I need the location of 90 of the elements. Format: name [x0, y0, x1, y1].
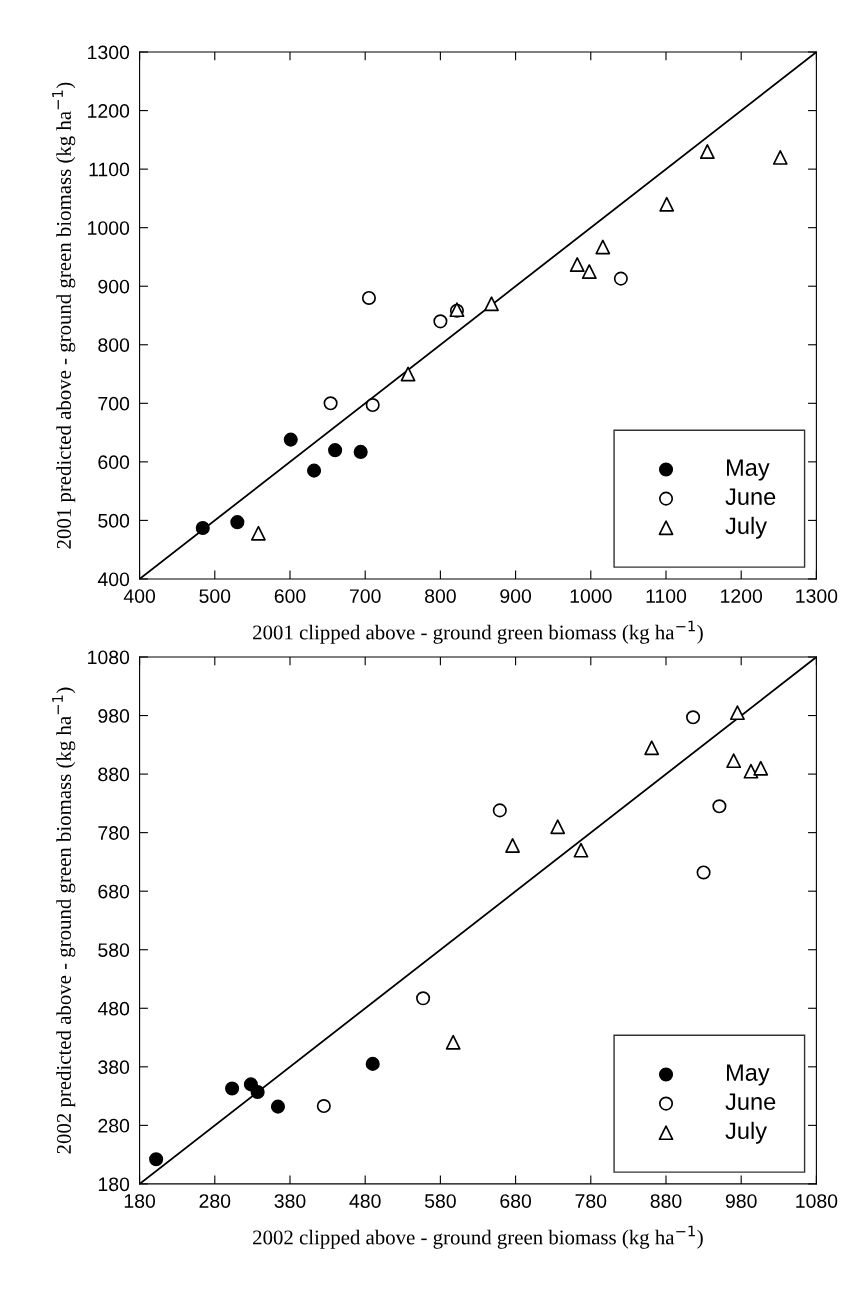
y-tick-label: 680 — [98, 884, 130, 899]
x-tick-label: 180 — [124, 1194, 156, 1208]
point — [613, 271, 628, 286]
point — [484, 296, 499, 312]
legend-label: May — [726, 1064, 770, 1086]
point — [307, 463, 322, 478]
point — [696, 865, 711, 880]
y-tick-label: 1000 — [88, 221, 130, 235]
x-tick-label: 700 — [349, 589, 381, 603]
y-tick-label: 1200 — [88, 104, 130, 118]
point — [581, 264, 597, 280]
x-axis-title: 2002 clipped above - ground green biomass (kg ha$^{−1}$) — [253, 1225, 703, 1249]
point — [353, 444, 368, 459]
point — [270, 1099, 286, 1114]
x-tick-label: 580 — [424, 1194, 456, 1208]
y-tick-label: 1080 — [88, 650, 130, 665]
x-tick-label: 380 — [274, 1194, 306, 1208]
point — [505, 838, 521, 853]
y-tick-label: 900 — [98, 279, 130, 294]
x-tick-label: 680 — [500, 1194, 532, 1208]
y-tick-label: 180 — [98, 1177, 130, 1192]
point — [328, 443, 343, 458]
point — [365, 398, 380, 413]
point — [250, 1084, 265, 1100]
x-tick-label: 600 — [274, 589, 306, 603]
x-tick-label: 500 — [199, 589, 231, 603]
x-axis-title: 2001 clipped above - ground green biomass (kg ha$^{−1}$) — [253, 620, 703, 644]
x-tick-label: 480 — [349, 1194, 381, 1208]
point — [712, 799, 727, 814]
legend-label: July — [725, 1121, 767, 1144]
y-tick-label: 700 — [98, 396, 130, 411]
point — [283, 432, 298, 447]
point — [550, 819, 566, 835]
point — [416, 991, 431, 1006]
point — [492, 803, 507, 818]
point — [699, 144, 715, 159]
y-tick-label: 500 — [98, 513, 130, 528]
point — [316, 1098, 331, 1114]
y-tick-label: 800 — [98, 338, 130, 352]
legend-label: July — [725, 516, 767, 539]
x-tick-label: 1080 — [796, 1194, 838, 1208]
x-tick-label: 1100 — [646, 589, 687, 603]
point — [644, 740, 660, 756]
legend-label: May — [726, 459, 770, 481]
y-tick-label: 380 — [98, 1060, 130, 1075]
y-tick-label: 280 — [98, 1118, 130, 1133]
x-tick-label: 280 — [199, 1194, 231, 1208]
x-tick-label: 780 — [575, 1194, 607, 1208]
point — [230, 515, 245, 530]
y-tick-label: 480 — [97, 1001, 130, 1016]
y-axis-title: 2002 predicted above - ground green biomass (kg ha$^{−1}$) — [52, 687, 76, 1154]
y-tick-label: 1100 — [89, 162, 130, 177]
point — [726, 753, 742, 769]
y-tick-label: 980 — [98, 709, 130, 723]
y-tick-label: 1300 — [88, 45, 130, 60]
point — [772, 149, 788, 165]
point — [361, 290, 376, 305]
point — [569, 257, 585, 272]
x-tick-label: 1000 — [570, 589, 612, 603]
point — [365, 1056, 380, 1071]
point — [686, 710, 701, 725]
point — [433, 314, 448, 329]
legend-label: June — [725, 1093, 776, 1111]
point — [753, 760, 769, 776]
point — [323, 396, 338, 411]
x-tick-label: 980 — [725, 1194, 757, 1208]
point — [743, 763, 759, 779]
point — [445, 1034, 461, 1050]
point — [659, 196, 675, 212]
point — [400, 366, 416, 382]
x-tick-label: 900 — [500, 589, 532, 603]
x-tick-label: 1300 — [796, 589, 838, 603]
y-axis-title: 2001 predicted above - ground green biomass (kg ha$^{−1}$) — [52, 82, 76, 549]
point — [225, 1081, 240, 1096]
point — [595, 239, 611, 255]
y-tick-label: 880 — [98, 767, 130, 782]
y-tick-label: 600 — [98, 455, 130, 470]
x-tick-label: 880 — [650, 1194, 682, 1208]
legend-label: June — [725, 488, 776, 506]
point — [730, 705, 745, 721]
y-tick-label: 780 — [98, 826, 130, 840]
point — [149, 1152, 164, 1167]
point — [573, 842, 589, 858]
x-tick-label: 800 — [425, 589, 456, 603]
y-tick-label: 400 — [97, 572, 130, 587]
x-tick-label: 1200 — [721, 589, 763, 603]
point — [195, 520, 210, 536]
y-tick-label: 580 — [98, 943, 130, 957]
point — [250, 525, 266, 541]
x-tick-label: 400 — [123, 589, 156, 603]
